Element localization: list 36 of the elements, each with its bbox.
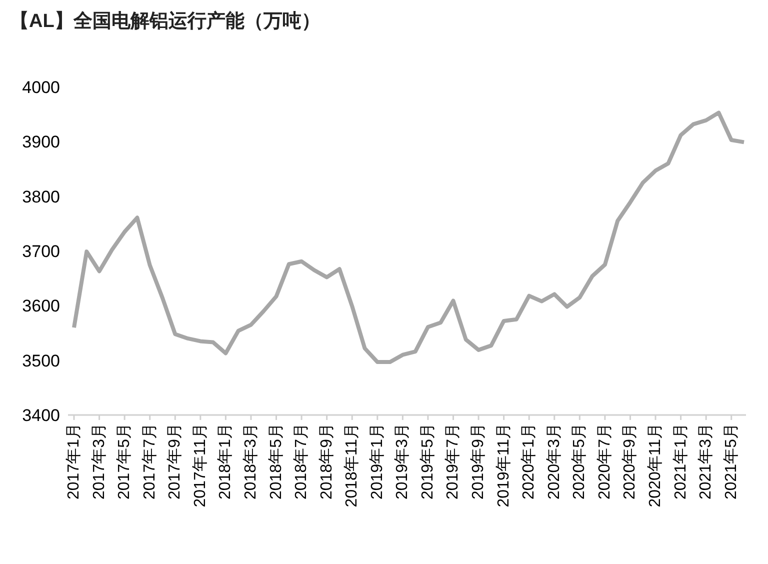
x-tick-label: 2017年7月 bbox=[141, 423, 158, 500]
x-tick-label: 2018年7月 bbox=[293, 423, 310, 500]
x-tick-label: 2018年5月 bbox=[268, 423, 285, 500]
x-tick-label: 2017年5月 bbox=[116, 423, 134, 500]
x-tick-label: 2020年3月 bbox=[546, 423, 563, 500]
y-tick-label: 3700 bbox=[22, 242, 60, 262]
line-series bbox=[72, 110, 746, 364]
x-tick-label: 2017年9月 bbox=[166, 423, 184, 500]
x-tick-label: 2018年9月 bbox=[318, 423, 336, 500]
x-tick-label: 2020年5月 bbox=[571, 423, 588, 500]
x-tick-label: 2018年3月 bbox=[242, 423, 260, 500]
y-tick-label: 4000 bbox=[22, 78, 60, 98]
chart-title: 【AL】全国电解铝运行产能（万吨） bbox=[10, 10, 320, 34]
x-tick-label: 2020年11月 bbox=[647, 423, 664, 508]
y-tick-label: 3800 bbox=[22, 187, 60, 206]
y-tick-label: 3600 bbox=[22, 296, 60, 316]
y-tick-label: 3900 bbox=[22, 132, 60, 152]
x-tick-label: 2020年9月 bbox=[622, 423, 639, 500]
x-tick-label: 2021年5月 bbox=[722, 423, 740, 500]
x-tick-label: 2018年1月 bbox=[217, 423, 234, 500]
x-tick-label: 2018年11月 bbox=[344, 423, 361, 508]
x-tick-label: 2019年1月 bbox=[368, 423, 386, 500]
x-tick-label: 2021年1月 bbox=[672, 423, 690, 500]
x-tick-label: 2019年3月 bbox=[394, 423, 412, 500]
x-tick-label: 2020年7月 bbox=[596, 423, 614, 500]
y-tick-label: 3400 bbox=[22, 406, 60, 426]
x-tick-label: 2021年3月 bbox=[698, 423, 715, 500]
x-tick-label: 2017年11月 bbox=[192, 423, 209, 508]
x-tick-label: 2017年3月 bbox=[90, 423, 108, 500]
x-tick-label: 2019年7月 bbox=[444, 423, 462, 500]
y-tick-label: 3500 bbox=[22, 351, 60, 370]
x-tick-label: 2019年9月 bbox=[470, 423, 488, 500]
x-tick-label: 2019年5月 bbox=[419, 423, 436, 500]
x-tick-label: 2020年1月 bbox=[520, 423, 538, 500]
x-tick-label: 2017年1月 bbox=[66, 423, 82, 500]
x-tick-label: 2019年11月 bbox=[495, 423, 512, 508]
